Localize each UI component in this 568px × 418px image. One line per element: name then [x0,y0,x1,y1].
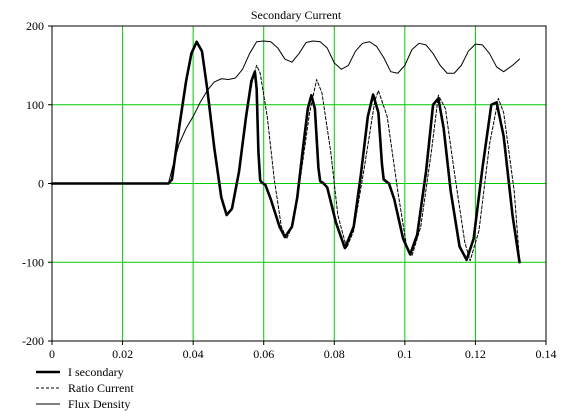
x-tick-label-3: 0.06 [253,347,274,361]
chart-title: Secondary Current [251,8,342,22]
legend: I secondary Ratio Current Flux Density [36,365,134,411]
y-tick-label-2: 0 [38,177,44,191]
tick-label-layer: 0 0.02 0.04 0.06 0.08 0.1 0.12 0.14 -200 -100 0 100… [22,19,557,361]
legend-label-i-secondary: I secondary [68,365,124,379]
x-tick-label-1: 0.02 [112,347,133,361]
x-tick-label-6: 0.12 [465,347,486,361]
plot-frame-layer [48,25,547,345]
y-tick-label-3: 100 [26,98,44,112]
series-layer [50,40,521,264]
x-tick-label-4: 0.08 [324,347,345,361]
x-tick-label-0: 0 [49,347,55,361]
legend-label-ratio-current: Ratio Current [68,381,134,395]
y-tick-label-0: -200 [22,334,44,348]
x-tick-label-7: 0.14 [536,347,557,361]
y-tick-label-4: 200 [26,19,44,33]
x-tick-label-2: 0.04 [183,347,204,361]
y-tick-label-1: -100 [22,255,44,269]
series-line-ratio-current [51,41,521,262]
series-line-flux-density [51,40,521,184]
legend-label-flux-density: Flux Density [68,397,130,411]
x-tick-label-5: 0.1 [397,347,412,361]
